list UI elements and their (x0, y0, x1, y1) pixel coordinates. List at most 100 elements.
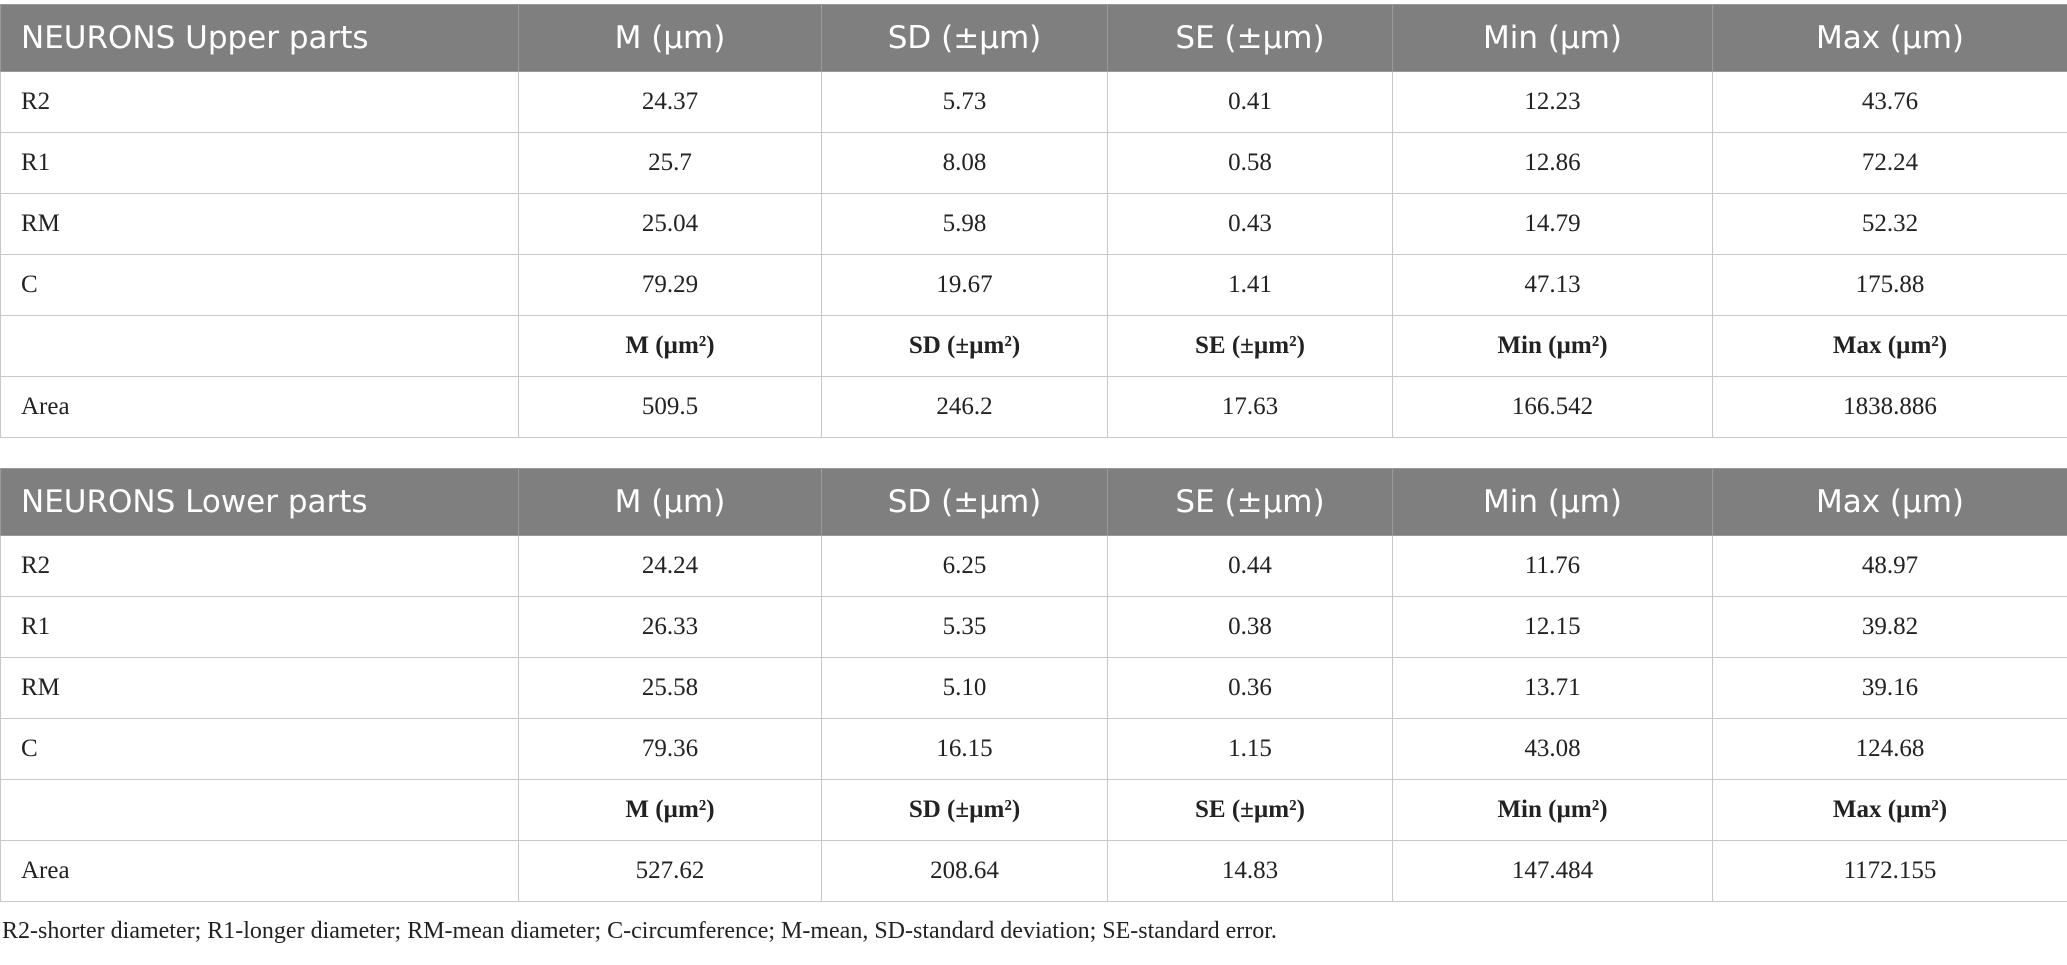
cell: 24.37 (519, 72, 822, 133)
cell: 5.98 (822, 194, 1108, 255)
cell: 11.76 (1393, 536, 1713, 597)
cell: 5.73 (822, 72, 1108, 133)
header-cell: SE (±µm) (1108, 5, 1393, 72)
cell: RM (1, 658, 519, 719)
unit-cell: Min (µm²) (1393, 316, 1713, 377)
header-cell: SD (±µm) (822, 469, 1108, 536)
unit-cell: Min (µm²) (1393, 780, 1713, 841)
cell: 0.38 (1108, 597, 1393, 658)
cell: 24.24 (519, 536, 822, 597)
empty-cell (1, 316, 519, 377)
cell: 48.97 (1713, 536, 2067, 597)
cell: 47.13 (1393, 255, 1713, 316)
cell: 6.25 (822, 536, 1108, 597)
unit-cell: Max (µm²) (1713, 316, 2067, 377)
cell: 19.67 (822, 255, 1108, 316)
cell: 25.58 (519, 658, 822, 719)
cell: 39.82 (1713, 597, 2067, 658)
unit-row: M (µm²)SD (±µm²)SE (±µm²)Min (µm²)Max (µ… (1, 780, 2067, 841)
cell: 0.58 (1108, 133, 1393, 194)
cell: 1.15 (1108, 719, 1393, 780)
cell: 1838.886 (1713, 377, 2067, 438)
cell: 5.10 (822, 658, 1108, 719)
header-cell: M (µm) (519, 469, 822, 536)
unit-row: M (µm²)SD (±µm²)SE (±µm²)Min (µm²)Max (µ… (1, 316, 2067, 377)
header-cell: Max (µm) (1713, 469, 2067, 536)
header-cell: M (µm) (519, 5, 822, 72)
header-cell: SE (±µm) (1108, 469, 1393, 536)
unit-cell: SD (±µm²) (822, 780, 1108, 841)
cell: 1172.155 (1713, 841, 2067, 902)
cell: R1 (1, 597, 519, 658)
cell: 16.15 (822, 719, 1108, 780)
header-cell: NEURONS Upper parts (1, 5, 519, 72)
unit-cell: M (µm²) (519, 316, 822, 377)
cell: 14.79 (1393, 194, 1713, 255)
cell: 0.36 (1108, 658, 1393, 719)
unit-cell: SD (±µm²) (822, 316, 1108, 377)
header-cell: NEURONS Lower parts (1, 469, 519, 536)
cell: RM (1, 194, 519, 255)
cell: R2 (1, 536, 519, 597)
cell: 25.7 (519, 133, 822, 194)
cell: 124.68 (1713, 719, 2067, 780)
cell: 43.76 (1713, 72, 2067, 133)
cell: 8.08 (822, 133, 1108, 194)
cell: R1 (1, 133, 519, 194)
document: {"tables": [ {"header": ["NEURONS Upper … (0, 4, 2067, 965)
unit-cell: SE (±µm²) (1108, 316, 1393, 377)
cell: 26.33 (519, 597, 822, 658)
cell: C (1, 719, 519, 780)
header-cell: Min (µm) (1393, 469, 1713, 536)
cell: 246.2 (822, 377, 1108, 438)
cell: 5.35 (822, 597, 1108, 658)
empty-cell (1, 780, 519, 841)
cell: 52.32 (1713, 194, 2067, 255)
cell: 0.44 (1108, 536, 1393, 597)
cell: 208.64 (822, 841, 1108, 902)
cell: 0.43 (1108, 194, 1393, 255)
unit-cell: Max (µm²) (1713, 780, 2067, 841)
cell: 43.08 (1393, 719, 1713, 780)
cell: 14.83 (1108, 841, 1393, 902)
header-cell: Min (µm) (1393, 5, 1713, 72)
cell: 12.86 (1393, 133, 1713, 194)
cell: 13.71 (1393, 658, 1713, 719)
cell: 12.15 (1393, 597, 1713, 658)
cell: 12.23 (1393, 72, 1713, 133)
cell: Area (1, 377, 519, 438)
cell: 527.62 (519, 841, 822, 902)
cell: 79.29 (519, 255, 822, 316)
cell: 166.542 (1393, 377, 1713, 438)
footnote: R2-shorter diameter; R1-longer diameter;… (2, 918, 2067, 945)
cell: 1.41 (1108, 255, 1393, 316)
cell: 17.63 (1108, 377, 1393, 438)
cell: 0.41 (1108, 72, 1393, 133)
cell: 79.36 (519, 719, 822, 780)
cell: R2 (1, 72, 519, 133)
cell: 72.24 (1713, 133, 2067, 194)
cell: 39.16 (1713, 658, 2067, 719)
header-cell: Max (µm) (1713, 5, 2067, 72)
cell: C (1, 255, 519, 316)
cell: 175.88 (1713, 255, 2067, 316)
cell: 147.484 (1393, 841, 1713, 902)
unit-cell: M (µm²) (519, 780, 822, 841)
cell: 509.5 (519, 377, 822, 438)
cell: 25.04 (519, 194, 822, 255)
